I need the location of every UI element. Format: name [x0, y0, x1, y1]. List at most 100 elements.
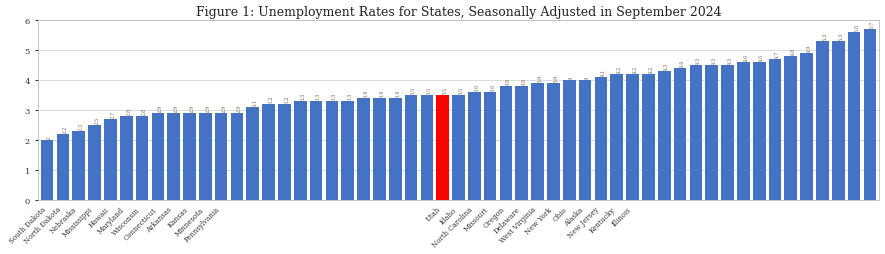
Text: 3.3: 3.3 — [348, 92, 353, 100]
Text: 4.1: 4.1 — [601, 68, 606, 76]
Bar — [326, 102, 338, 200]
Text: 5.3: 5.3 — [838, 32, 843, 40]
Text: 3.4: 3.4 — [396, 89, 400, 97]
Text: 3.4: 3.4 — [364, 89, 368, 97]
Text: 2.8: 2.8 — [127, 107, 131, 115]
Text: 4.8: 4.8 — [791, 47, 796, 55]
Bar — [231, 114, 243, 200]
Text: 4.2: 4.2 — [633, 65, 637, 73]
Bar — [800, 54, 813, 200]
Text: 2.9: 2.9 — [221, 104, 227, 112]
Text: 4.5: 4.5 — [727, 56, 733, 64]
Bar — [515, 87, 528, 200]
Bar — [705, 66, 718, 200]
Bar — [373, 99, 386, 200]
Text: 3.6: 3.6 — [474, 83, 480, 91]
Bar — [104, 120, 117, 200]
Text: 5.6: 5.6 — [854, 23, 859, 31]
Bar — [278, 105, 291, 200]
Text: 4.2: 4.2 — [617, 65, 622, 73]
Text: 3.6: 3.6 — [490, 83, 496, 91]
Text: 3.3: 3.3 — [332, 92, 337, 100]
Text: 3.8: 3.8 — [522, 77, 527, 85]
Text: 2.2: 2.2 — [63, 125, 68, 133]
Text: 2.9: 2.9 — [205, 104, 211, 112]
Text: 2.7: 2.7 — [111, 110, 115, 118]
Bar — [135, 117, 149, 200]
Text: 3.2: 3.2 — [269, 95, 273, 103]
Text: 4.6: 4.6 — [743, 53, 749, 61]
Text: 2.9: 2.9 — [158, 104, 163, 112]
Bar — [737, 63, 750, 200]
Bar — [579, 81, 591, 200]
Bar — [404, 96, 418, 200]
Bar — [864, 30, 876, 200]
Text: 2.8: 2.8 — [142, 107, 147, 115]
Text: 4.6: 4.6 — [759, 53, 764, 61]
Text: 2.9: 2.9 — [237, 104, 242, 112]
Bar — [215, 114, 227, 200]
Bar — [832, 42, 844, 200]
Bar — [769, 60, 781, 200]
Bar — [673, 69, 687, 200]
Bar — [294, 102, 306, 200]
Text: 4.3: 4.3 — [665, 62, 669, 70]
Bar — [452, 96, 465, 200]
Text: 3.5: 3.5 — [411, 86, 416, 94]
Bar — [848, 33, 860, 200]
Text: 3.9: 3.9 — [553, 74, 558, 82]
Bar — [358, 99, 370, 200]
Text: 4.4: 4.4 — [680, 59, 685, 67]
Text: 4.2: 4.2 — [649, 65, 653, 73]
Text: 3.5: 3.5 — [427, 86, 432, 94]
Text: 3.3: 3.3 — [316, 92, 321, 100]
Bar — [420, 96, 433, 200]
Bar — [151, 114, 165, 200]
Text: 4.7: 4.7 — [775, 50, 780, 58]
Text: 3.5: 3.5 — [442, 86, 448, 94]
Text: 2.3: 2.3 — [79, 122, 84, 130]
Bar — [643, 75, 655, 200]
Bar — [753, 63, 766, 200]
Text: 3.3: 3.3 — [300, 92, 305, 100]
Text: 3.2: 3.2 — [284, 95, 289, 103]
Text: 4.9: 4.9 — [806, 44, 812, 52]
Text: 3.1: 3.1 — [253, 98, 258, 106]
Bar — [88, 126, 101, 200]
Bar — [500, 87, 512, 200]
Bar — [310, 102, 322, 200]
Text: 2.9: 2.9 — [189, 104, 195, 112]
Bar — [563, 81, 575, 200]
Text: 5.3: 5.3 — [822, 32, 827, 40]
Text: 2.5: 2.5 — [95, 116, 99, 124]
Bar — [167, 114, 180, 200]
Bar — [342, 102, 354, 200]
Text: 3.9: 3.9 — [538, 74, 543, 82]
Title: Figure 1: Unemployment Rates for States, Seasonally Adjusted in September 2024: Figure 1: Unemployment Rates for States,… — [196, 6, 721, 19]
Text: 2: 2 — [47, 136, 52, 139]
Text: 4: 4 — [569, 76, 574, 79]
Bar — [531, 84, 544, 200]
Bar — [547, 84, 560, 200]
Bar — [784, 57, 797, 200]
Text: 3.5: 3.5 — [458, 86, 464, 94]
Text: 4.5: 4.5 — [712, 56, 717, 64]
Bar — [484, 93, 496, 200]
Bar — [658, 72, 671, 200]
Bar — [689, 66, 702, 200]
Bar — [595, 78, 607, 200]
Bar — [627, 75, 639, 200]
Bar — [73, 132, 85, 200]
Bar — [721, 66, 734, 200]
Bar — [57, 135, 69, 200]
Text: 5.7: 5.7 — [870, 20, 875, 28]
Bar — [41, 140, 53, 200]
Bar — [183, 114, 196, 200]
Text: 3.4: 3.4 — [380, 89, 384, 97]
Bar — [262, 105, 275, 200]
Bar — [468, 93, 481, 200]
Text: 2.9: 2.9 — [173, 104, 179, 112]
Bar — [119, 117, 133, 200]
Bar — [389, 99, 402, 200]
Text: 4: 4 — [585, 76, 590, 79]
